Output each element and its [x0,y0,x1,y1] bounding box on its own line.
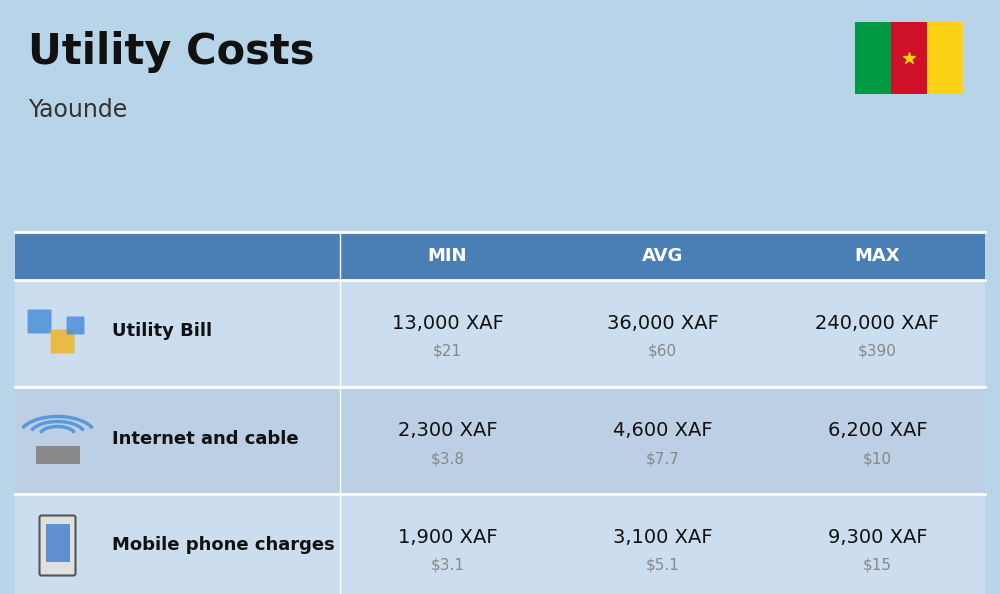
Bar [15,387,985,494]
FancyBboxPatch shape [28,309,52,333]
Bar [28,410,88,470]
Text: $390: $390 [858,344,897,359]
Bar [28,517,88,577]
Text: 3,100 XAF: 3,100 XAF [613,528,712,547]
Text: Utility Costs: Utility Costs [28,31,314,73]
Bar [15,280,985,387]
Text: 240,000 XAF: 240,000 XAF [815,314,940,333]
Text: $10: $10 [863,451,892,466]
Text: Mobile phone charges: Mobile phone charges [112,536,335,555]
Text: $5.1: $5.1 [646,558,679,573]
Text: 36,000 XAF: 36,000 XAF [607,314,718,333]
Text: $60: $60 [648,344,677,359]
Bar [15,232,985,280]
Text: Internet and cable: Internet and cable [112,429,299,447]
Text: 13,000 XAF: 13,000 XAF [392,314,503,333]
Text: MIN: MIN [428,247,467,265]
Bar [927,22,963,94]
Text: MAX: MAX [855,247,900,265]
Text: 2,300 XAF: 2,300 XAF [398,421,497,440]
FancyBboxPatch shape [50,330,74,353]
Text: $15: $15 [863,558,892,573]
Text: 9,300 XAF: 9,300 XAF [828,528,927,547]
FancyBboxPatch shape [66,317,84,334]
Text: 4,600 XAF: 4,600 XAF [613,421,712,440]
Text: $3.8: $3.8 [430,451,464,466]
Text: Yaounde: Yaounde [28,98,127,122]
Bar [891,22,927,94]
Text: $7.7: $7.7 [646,451,679,466]
Text: $21: $21 [433,344,462,359]
Bar [46,523,70,561]
Text: 6,200 XAF: 6,200 XAF [828,421,927,440]
Text: AVG: AVG [642,247,683,265]
Bar [28,304,88,364]
Bar [36,446,80,463]
FancyBboxPatch shape [40,516,76,576]
Text: Utility Bill: Utility Bill [112,323,212,340]
Bar [855,22,891,94]
Text: $3.1: $3.1 [430,558,464,573]
Bar [15,494,985,594]
Text: 1,900 XAF: 1,900 XAF [398,528,497,547]
